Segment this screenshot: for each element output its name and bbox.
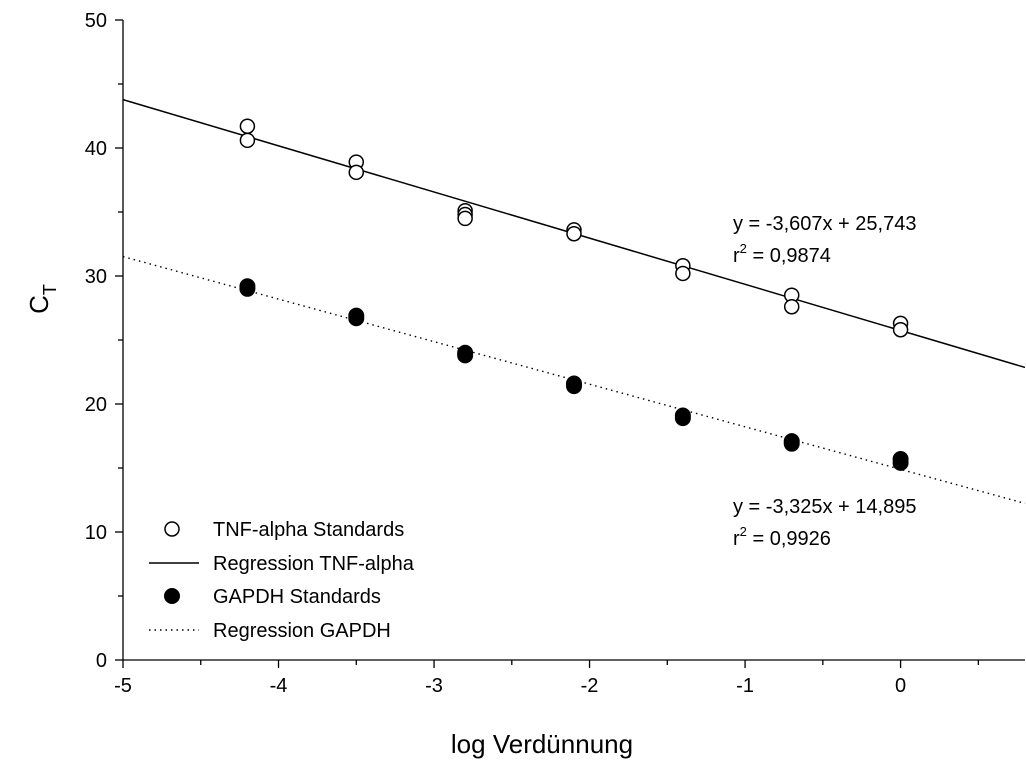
tnf-data-point [783,298,800,315]
tnf-data-point [892,322,909,338]
annotation-tnf: y = -3,607x + 25,743 r2 = 0,9874 [733,213,916,267]
tnf-data-point [239,118,256,134]
legend-label: TNF-alpha Standards [213,519,404,541]
x-tick-label: -1 [736,675,754,697]
y-tick-label: 20 [85,394,107,416]
data-points [239,118,909,471]
r-squared-tnf: r2 = 0,9874 [733,241,831,267]
open-circle-icon [164,521,180,537]
equation-gapdh: y = -3,325x + 14,895 [733,496,916,518]
tnf-data-point [239,132,256,149]
equation-tnf: y = -3,607x + 25,743 [733,213,916,235]
tnf-data-point [348,164,365,181]
tnf-data-point [457,210,473,227]
gapdh-data-point [674,410,691,427]
y-axis-label-subscript: T [40,284,60,295]
gapdh-data-point [783,435,800,452]
legend-label: Regression GAPDH [213,620,391,642]
legend-label: Regression TNF-alpha [213,553,415,575]
legend-item-tnf-regression: Regression TNF-alpha [149,553,415,575]
x-tick-label: -3 [425,675,443,697]
axes: 0 10 20 30 40 50 -5 -4 -3 -2 -1 0 [85,10,1025,697]
x-tick-label: 0 [895,675,906,697]
y-tick-label: 10 [85,522,107,544]
legend-item-gapdh-standards: GAPDH Standards [164,586,381,608]
y-axis-label: CT [24,284,60,314]
y-axis-label-main: C [24,295,54,314]
gapdh-data-point [892,454,909,471]
y-tick-label: 30 [85,266,107,288]
y-tick-label: 0 [96,650,107,672]
x-tick-label: -2 [581,675,599,697]
y-tick-label: 40 [85,138,107,160]
legend-label: GAPDH Standards [213,586,381,608]
tnf-data-point [566,226,582,242]
regression-lines [122,98,1026,505]
x-axis-label: log Verdünnung [451,729,633,759]
gapdh-data-point [239,280,256,297]
x-tick-label: -4 [270,675,288,697]
annotation-gapdh: y = -3,325x + 14,895 r2 = 0,9926 [733,496,916,550]
gapdh-data-point [348,310,365,327]
filled-circle-icon [164,588,180,604]
legend: TNF-alpha Standards Regression TNF-alpha… [149,519,415,642]
r-squared-gapdh: r2 = 0,9926 [733,524,831,550]
gapdh-data-point [566,378,582,395]
y-tick-label: 50 [85,10,107,32]
legend-item-tnf-standards: TNF-alpha Standards [164,519,404,541]
gapdh-data-point [457,347,474,364]
x-tick-label: -5 [114,675,132,697]
legend-item-gapdh-regression: Regression GAPDH [149,620,391,642]
tnf-data-point [675,265,691,282]
